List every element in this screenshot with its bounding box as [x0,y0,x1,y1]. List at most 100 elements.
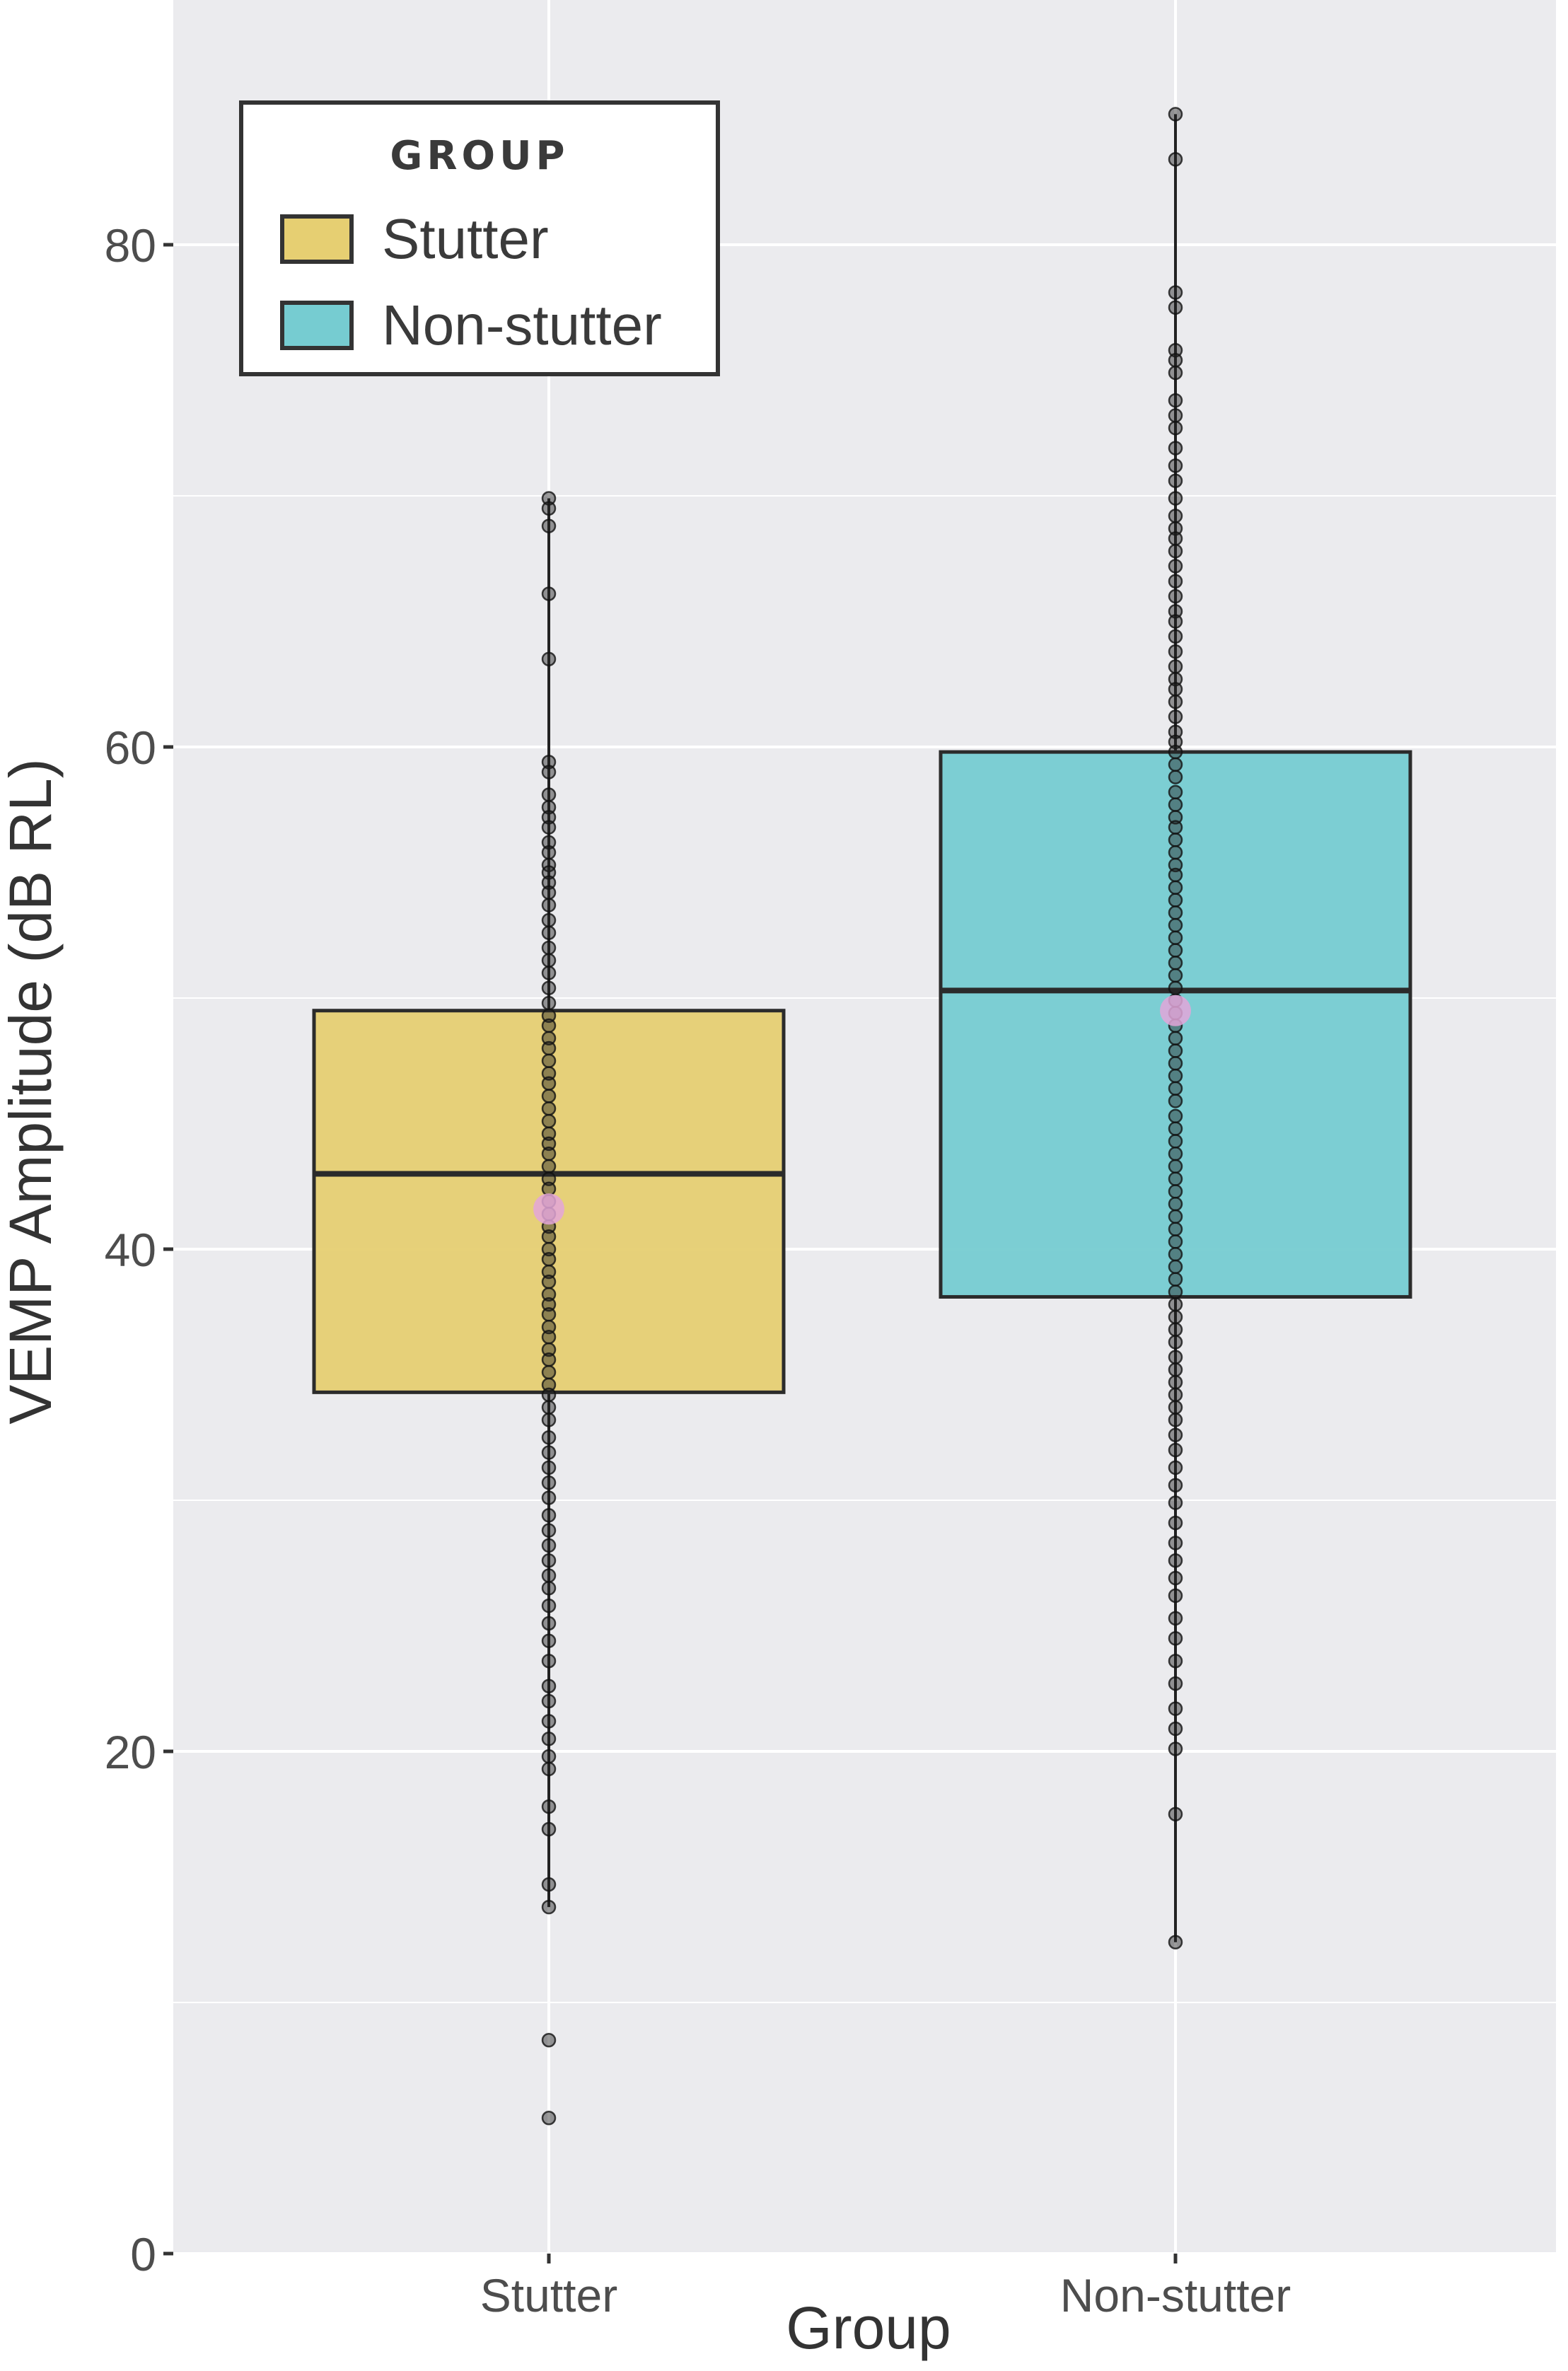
data-point [1168,1588,1183,1604]
data-point [1168,1701,1183,1716]
data-point [541,1066,557,1081]
data-point [541,1264,557,1280]
data-point [1168,458,1183,473]
data-point [1168,1442,1183,1458]
data-point [1168,857,1183,873]
data-point [541,1616,557,1631]
data-point [541,1181,557,1197]
data-point [1168,644,1183,659]
data-point [1168,543,1183,559]
data-point [1168,420,1183,436]
data-point [1168,1536,1183,1550]
data-point [541,1364,557,1380]
data-point [1168,943,1183,958]
data-point [541,1653,557,1669]
data-point [1168,757,1183,772]
data-point [541,787,557,802]
data-point [541,1799,557,1814]
data-point [541,2111,557,2126]
data-point [1168,1387,1183,1403]
data-point [1168,1741,1183,1756]
data-point [541,1352,557,1367]
legend-key-non-stutter [280,301,354,350]
data-point [541,845,557,860]
data-point [1168,1653,1183,1669]
data-point [1168,491,1183,506]
data-point [541,518,557,533]
data-point [541,1040,557,1056]
data-point [541,925,557,940]
data-point [541,995,557,1011]
data-point [541,1031,557,1046]
data-point [1168,559,1183,574]
data-point [1168,1184,1183,1199]
data-point [541,1297,557,1312]
data-point [1168,893,1183,908]
data-point [1168,1121,1183,1136]
data-point [541,1598,557,1613]
data-point [1168,1611,1183,1626]
data-point [1168,152,1183,167]
data-point [541,1732,557,1746]
x-axis: Stutter Non-stutter [480,2254,1291,2321]
data-point [541,857,557,873]
data-point [1168,905,1183,920]
data-point [541,1113,557,1129]
data-point [541,1581,557,1596]
y-tick-label: 0 [130,2228,156,2280]
data-point [541,651,557,666]
data-point [541,898,557,912]
data-point [1168,1478,1183,1492]
data-point [1168,1362,1183,1377]
data-point [1168,1400,1183,1415]
y-tick-label: 20 [105,1726,156,1778]
data-point [1168,1043,1183,1058]
data-point [1168,1209,1183,1224]
data-point [541,1749,557,1764]
data-point [541,1342,557,1357]
data-point [1168,659,1183,674]
data-point [541,1445,557,1460]
data-point [541,586,557,601]
data-point [1168,1222,1183,1236]
data-point [1168,1081,1183,1096]
data-point [1168,285,1183,300]
data-point [1168,1196,1183,1212]
data-point [541,1568,557,1583]
data-point [1168,694,1183,709]
data-point [541,501,557,516]
data-point [1168,614,1183,629]
data-point [1168,917,1183,933]
data-point [1168,1246,1183,1262]
data-point [1168,770,1183,784]
x-axis-title: Group [786,2295,951,2361]
data-point [1168,1234,1183,1249]
data-point [1168,1031,1183,1046]
legend-item-non-stutter: Non-stutter [280,294,662,356]
data-point [1168,682,1183,697]
data-point [1168,980,1183,996]
data-point [1168,1134,1183,1149]
data-point [541,1126,557,1141]
data-point [541,1508,557,1523]
data-point [541,1693,557,1709]
data-point [1168,833,1183,847]
data-point [1168,1495,1183,1510]
data-point [541,799,557,815]
data-point [541,1146,557,1161]
legend-label-non-stutter: Non-stutter [382,294,662,356]
data-point [1168,1272,1183,1287]
x-tick-label: Non-stutter [1060,2269,1291,2321]
data-point [541,1679,557,1693]
data-point [541,885,557,900]
data-point [1168,724,1183,739]
data-point [1168,1146,1183,1161]
data-point [1168,797,1183,812]
legend-label-stutter: Stutter [382,207,549,270]
y-axis-title: VEMP Amplitude (dB RL) [0,758,64,1425]
data-point [1168,820,1183,835]
data-point [541,1761,557,1777]
data-point [541,953,557,968]
data-point [1168,509,1183,523]
data-point [541,1307,557,1322]
